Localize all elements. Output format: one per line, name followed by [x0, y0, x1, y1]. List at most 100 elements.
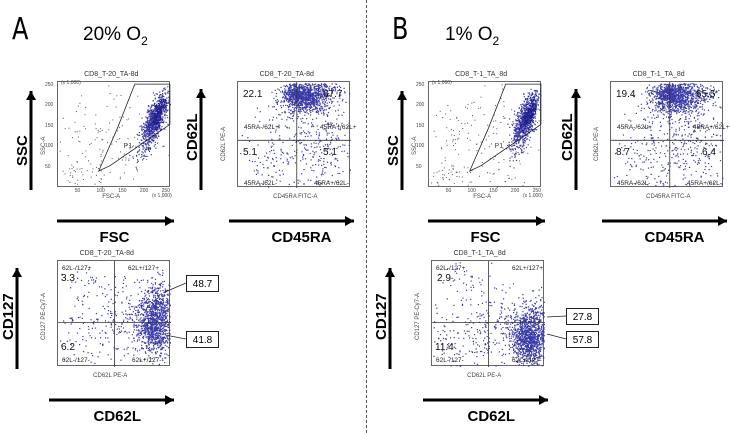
y-axis-big-label: SSC: [385, 134, 402, 166]
quadrant-value-ll: 8.7: [616, 147, 630, 158]
quadrant-value-ul: 22.1: [243, 89, 263, 100]
x-axis-big-label: CD45RA: [271, 229, 332, 246]
y-tick-label: 200: [45, 102, 54, 109]
x-tick-label: 100: [96, 188, 105, 194]
panel-divider: [366, 0, 367, 433]
quadrant-gate-label: 45RA+/62L+: [693, 124, 730, 131]
quadrant-value-lr: 6.4: [702, 147, 716, 158]
plot-title: CD8_T-20_TA-8d: [79, 250, 134, 257]
condition-text-b: 1% O: [445, 24, 493, 45]
callout-value-lr: 41.8: [186, 331, 219, 348]
condition-label-b: 1% O2: [445, 24, 499, 48]
y-axis-big-label: CD127: [373, 292, 390, 340]
y-tick-label: 250: [416, 82, 425, 89]
x-axis-big-label: CD62L: [467, 408, 516, 425]
quadrant-value-ll: 11.4: [435, 342, 454, 353]
y-tick-label: 150: [416, 122, 425, 129]
x-axis-label: CD45RA FITC-A: [646, 194, 691, 200]
quadrant-value-lr: 5.1: [323, 147, 337, 158]
x-tick-label: 50: [74, 188, 81, 194]
quadrant-value-ul: 19.4: [616, 89, 636, 100]
x-tick-label: 250: [532, 188, 541, 194]
y-axis-big-label: CD62L: [559, 112, 576, 161]
callout-value-ur: 27.8: [566, 308, 599, 325]
panel-letter-a: A: [12, 12, 29, 47]
x-tick-label: 100: [467, 188, 476, 194]
y-tick-label: 50: [45, 163, 51, 170]
x-axis-big-label: FSC: [470, 229, 501, 246]
quadrant-gate-label: 45RA-/62L+: [617, 124, 652, 131]
quadrant-gate-label: 45RA+/62L-: [687, 180, 722, 187]
x-axis-label: FSC-A: [102, 194, 121, 200]
quadrant-value-ul: 3.3: [61, 273, 75, 284]
population-dots: [613, 94, 704, 187]
y-axis-label: CD127 PE-Cy7-A: [41, 292, 47, 340]
y-axis-label: CD127 PE-Cy7-A: [415, 292, 421, 340]
plot-title: CD8_T-1_TA_8d: [632, 71, 685, 78]
population-dots: [439, 262, 511, 300]
population-dots: [646, 83, 686, 111]
fsc-ssc-dots: [431, 83, 542, 188]
quadrant-dots: [611, 82, 724, 188]
x-axis-label: CD45RA FITC-A: [273, 194, 318, 200]
y-tick-label: 200: [416, 102, 425, 109]
population-dots: [462, 271, 545, 364]
population-dots: [501, 286, 545, 367]
y-axis-big-label: CD62L: [184, 112, 201, 161]
x-axis-label: CD62L PE-A: [467, 373, 502, 379]
y-axis-big-label: SSC: [14, 134, 31, 166]
population-dots: [60, 282, 117, 364]
cd62l-vs-cd45ra-plot: 45RA-/62L+ 45RA+/62L+ 45RA-/62L- 45RA+/62L-: [610, 81, 730, 188]
quadrant-value-ur: 67.7: [323, 89, 343, 100]
x-axis-label: FSC-A: [473, 194, 492, 200]
population-dots: [136, 300, 171, 365]
p1-population-dots: [498, 88, 542, 183]
gate-p1-outline: [97, 83, 171, 172]
quadrant-gate-label: 45RA+/62L-: [314, 180, 349, 187]
gate-p1-outline: [468, 83, 542, 172]
x-tick-label: 50: [445, 188, 452, 194]
cd127-vs-cd62l-plot: 62L-/127+ 62L+/127+ 62L-/127- 62L+/127-: [57, 260, 171, 367]
x-axis-big-label: CD62L: [93, 408, 142, 425]
x-axis-big-label: FSC: [99, 229, 130, 246]
x-axis-label: CD62L PE-A: [93, 373, 128, 379]
cd62l-vs-cd45ra-plot: 45RA-/62L+ 45RA+/62L+ 45RA-/62L- 45RA+/62L-: [237, 81, 357, 188]
condition-label-a: 20% O2: [83, 24, 148, 48]
y-scale-label: (x 1,000): [61, 80, 81, 86]
quadrant-gate-label: 62L+/127-: [512, 357, 542, 364]
y-axis-big-label: CD127: [0, 292, 17, 340]
quadrant-gate-label: 62L-/127+: [62, 265, 92, 272]
plot-title: CD8_T-20_TA-8d: [84, 71, 139, 78]
x-tick-label: 150: [489, 188, 498, 194]
y-scale-label: (x 1,000): [432, 80, 452, 86]
y-axis-label: CD62L PE-A: [221, 126, 227, 161]
plot-title: CD8_T-20_TA-8d: [259, 71, 314, 78]
population-dots: [61, 269, 142, 303]
quadrant-dots: [58, 261, 171, 367]
plot-title: CD8_T-1_TA_8d: [455, 71, 508, 78]
condition-sub-b: 2: [492, 33, 500, 48]
quadrant-gate-label: 62L+/127+: [512, 265, 544, 272]
quadrant-gate-label: 62L-/127-: [436, 357, 464, 364]
y-tick-label: 150: [45, 122, 54, 129]
y-axis-label: CD62L PE-A: [594, 126, 600, 161]
population-dots: [655, 141, 724, 188]
quadrant-value-ll: 5.1: [243, 147, 257, 158]
y-tick-label: 250: [45, 82, 54, 89]
x-tick-label: 200: [139, 188, 149, 194]
quadrant-value-ur: 65.5: [696, 89, 716, 100]
quadrant-dots: [238, 82, 351, 188]
callout-value-lr: 57.8: [566, 331, 599, 348]
x-tick-label: 150: [118, 188, 127, 194]
condition-text-a: 20% O: [83, 24, 142, 45]
